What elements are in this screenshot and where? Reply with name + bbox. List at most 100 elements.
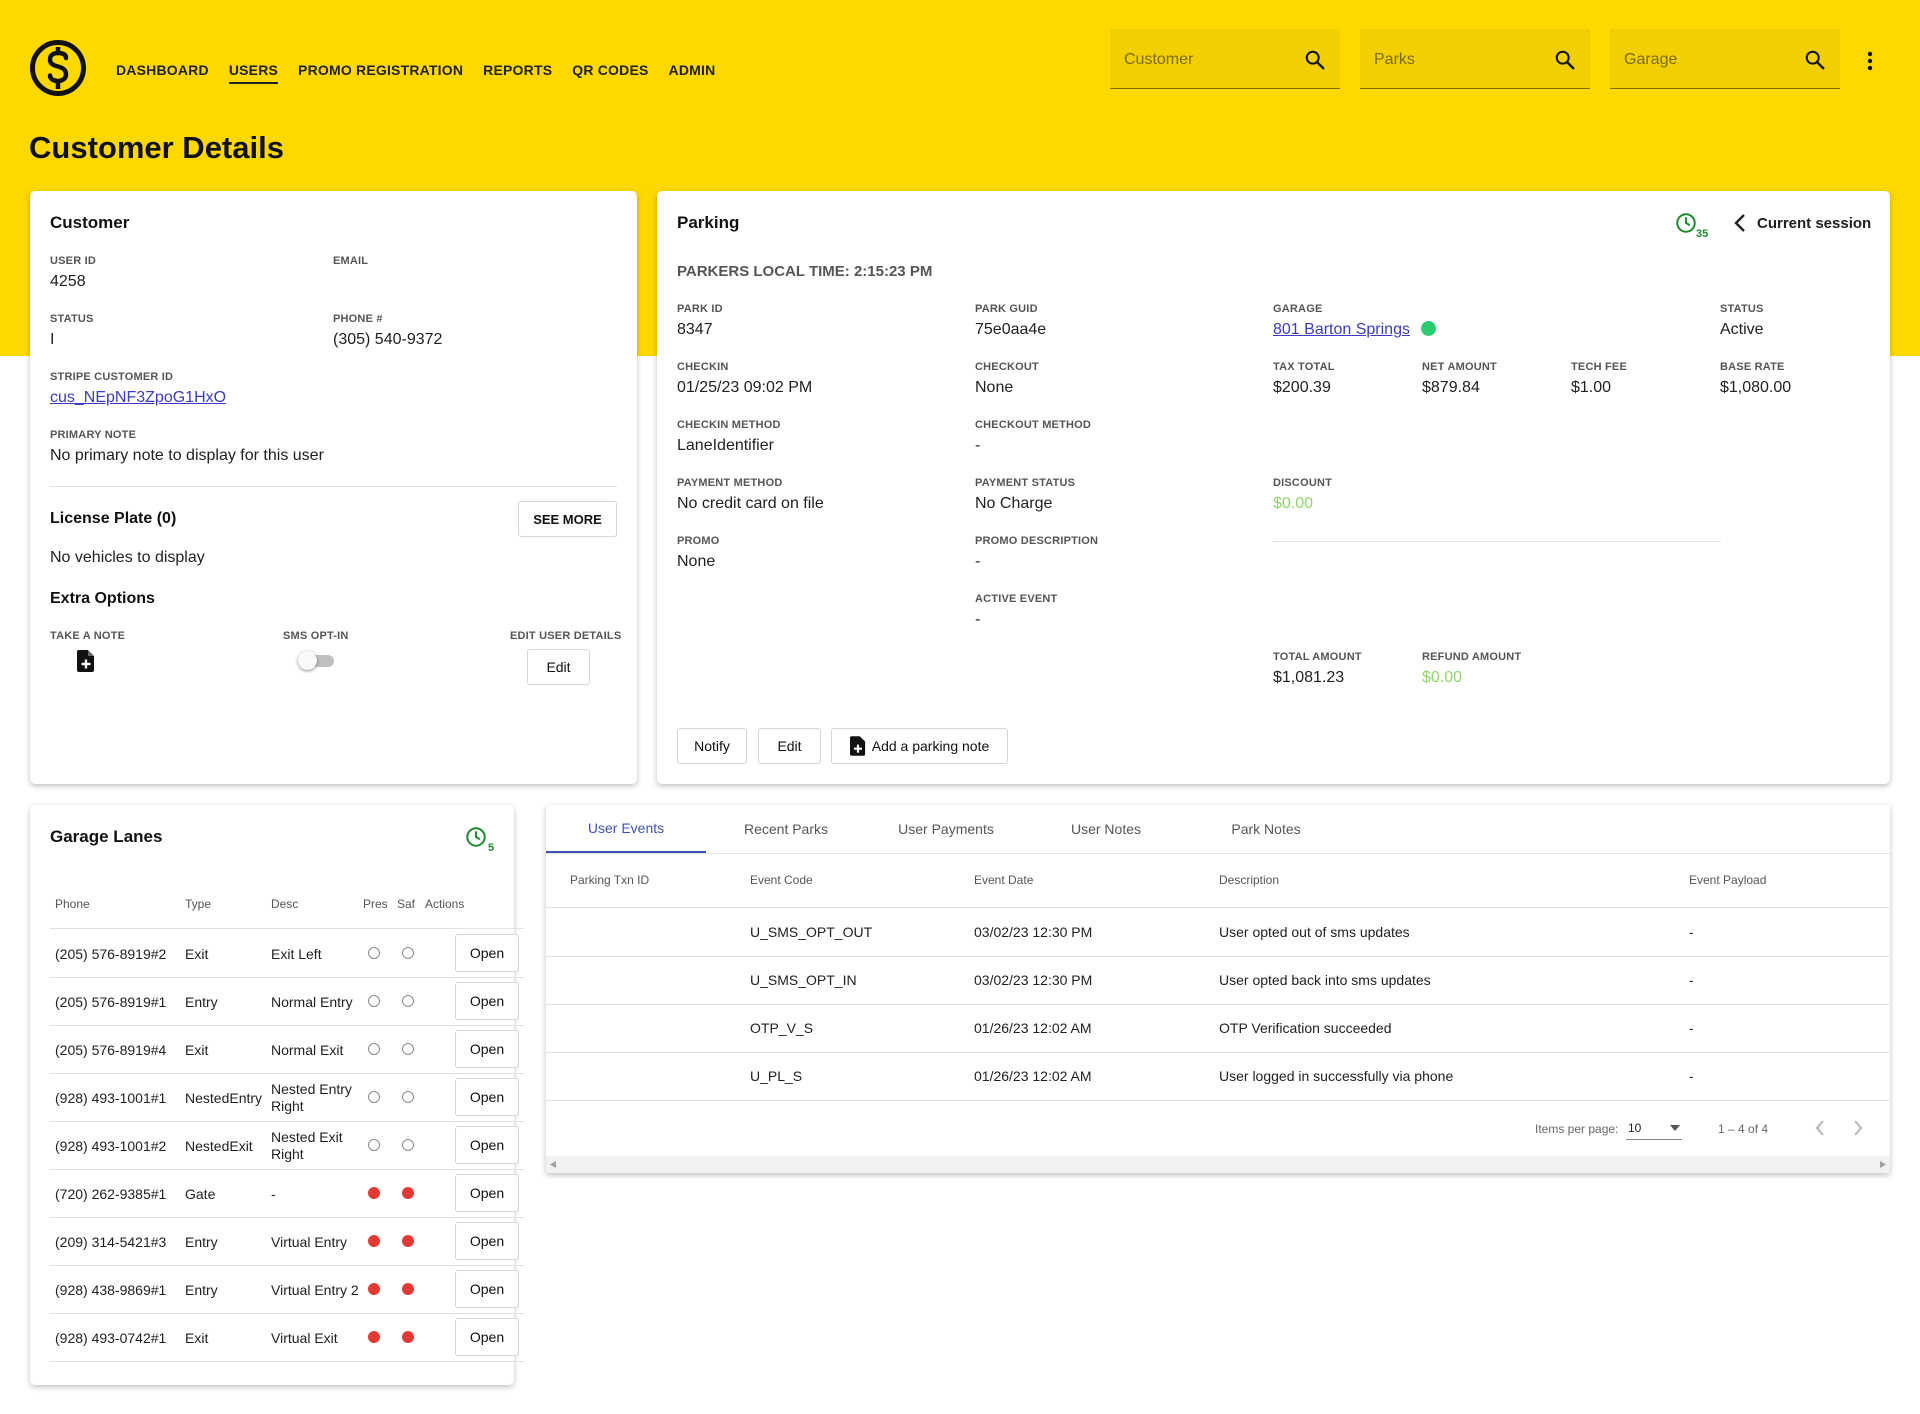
nav-item-users[interactable]: USERS [228, 62, 279, 84]
previous-page-icon[interactable] [1814, 1119, 1826, 1137]
lane-open-button[interactable]: Open [455, 934, 519, 972]
notify-button[interactable]: Notify [677, 728, 747, 764]
note-add-icon[interactable] [77, 650, 95, 672]
event-payload: - [1689, 1020, 1694, 1036]
lane-open-button[interactable]: Open [455, 1078, 519, 1116]
lane-pres-indicator [368, 1331, 380, 1343]
page-title: Customer Details [29, 130, 284, 165]
more-menu-icon[interactable] [1860, 50, 1880, 72]
parks-search-input[interactable] [1372, 47, 1546, 73]
nav-item-reports[interactable]: REPORTS [483, 62, 553, 78]
park-guid-label: PARK GUID [975, 303, 1038, 315]
park-id-label: PARK ID [677, 303, 723, 315]
event-date: 03/02/23 12:30 PM [974, 924, 1093, 940]
nav-item-dashboard[interactable]: DASHBOARD [116, 62, 209, 78]
divider [50, 486, 617, 487]
lane-pres-indicator [368, 1187, 380, 1199]
lane-open-button[interactable]: Open [455, 1126, 519, 1164]
discount-value: $0.00 [1273, 495, 1314, 512]
status-label: STATUS [50, 313, 94, 325]
lane-type: Exit [185, 1329, 209, 1346]
search-icon[interactable] [1804, 49, 1826, 71]
tab-user-notes[interactable]: User Notes [1070, 821, 1142, 837]
lane-type: Entry [185, 1233, 218, 1250]
checkout-method-label: CHECKOUT METHOD [975, 419, 1092, 431]
event-date: 01/26/23 12:02 AM [974, 1068, 1092, 1084]
see-more-button[interactable]: SEE MORE [518, 501, 617, 537]
chevron-left-icon[interactable] [1733, 213, 1747, 233]
lane-desc: Exit Left [271, 945, 322, 962]
lane-saf-indicator [402, 1187, 414, 1199]
checkout-value: None [975, 379, 1014, 396]
nav-item-promo-registration[interactable]: PROMO REGISTRATION [298, 62, 464, 78]
stripe-id-link[interactable]: cus_NEpNF3ZpoG1HxO [50, 389, 227, 406]
park-guid-value: 75e0aa4e [975, 321, 1047, 338]
parkers-local-time: PARKERS LOCAL TIME: 2:15:23 PM [677, 263, 933, 280]
lane-phone: (205) 576-8919#4 [55, 1041, 167, 1058]
total-amount-value: $1,081.23 [1273, 669, 1345, 686]
horizontal-scrollbar[interactable] [546, 1156, 1890, 1173]
event-date: 03/02/23 12:30 PM [974, 972, 1093, 988]
edit-parking-button[interactable]: Edit [758, 728, 821, 764]
tab-recent-parks[interactable]: Recent Parks [743, 821, 829, 837]
promo-label: PROMO [677, 535, 720, 547]
lane-open-button[interactable]: Open [455, 1270, 519, 1308]
nav-item-admin[interactable]: ADMIN [668, 62, 716, 78]
parking-history-count: 35 [1696, 228, 1709, 240]
lane-type: Gate [185, 1185, 216, 1202]
lane-desc: Virtual Entry 2 [271, 1281, 359, 1298]
sms-opt-in-toggle[interactable] [298, 650, 336, 670]
lanes-history-button[interactable]: 5 [465, 826, 499, 856]
garage-link[interactable]: 801 Barton Springs [1273, 321, 1410, 338]
history-icon [1676, 213, 1696, 233]
lane-saf-indicator [402, 1283, 414, 1295]
lane-pres-indicator [368, 1139, 380, 1151]
lane-open-button[interactable]: Open [455, 1030, 519, 1068]
brand-logo[interactable] [29, 39, 87, 97]
lane-open-button[interactable]: Open [455, 982, 519, 1020]
customer-search-input[interactable] [1122, 47, 1296, 73]
parking-card: Parking 35 Current session PARKERS LOCAL… [657, 191, 1890, 784]
search-icon[interactable] [1554, 49, 1576, 71]
lane-row: (928) 493-0742#1 Exit Virtual Exit Open [50, 1313, 524, 1362]
event-row: U_PL_S 01/26/23 12:02 AM User logged in su… [546, 1052, 1890, 1101]
events-header-code: Event Code [750, 873, 813, 887]
checkout-method-value: - [975, 437, 981, 454]
event-code: U_SMS_OPT_OUT [750, 924, 873, 940]
tab-park-notes[interactable]: Park Notes [1231, 821, 1301, 837]
nav-item-qr-codes[interactable]: QR CODES [572, 62, 649, 78]
tech-fee-value: $1.00 [1571, 379, 1612, 396]
lane-open-button[interactable]: Open [455, 1222, 519, 1260]
add-parking-note-button[interactable]: Add a parking note [831, 728, 1008, 764]
parking-history-button[interactable]: 35 [1675, 212, 1715, 242]
divider [50, 928, 524, 929]
lane-pres-indicator [368, 1043, 380, 1055]
lane-row: (209) 314-5421#3 Entry Virtual Entry Open [50, 1217, 524, 1266]
parking-card-title: Parking [677, 213, 740, 232]
search-icon[interactable] [1304, 49, 1326, 71]
edit-user-button[interactable]: Edit [527, 649, 590, 685]
next-page-icon[interactable] [1852, 1119, 1864, 1137]
active-event-value: - [975, 611, 981, 628]
tab-user-payments[interactable]: User Payments [898, 821, 994, 837]
divider [546, 907, 1890, 908]
take-note-label: TAKE A NOTE [50, 630, 126, 642]
lane-row: (720) 262-9385#1 Gate - Open [50, 1169, 524, 1218]
scroll-left-icon[interactable] [550, 1161, 556, 1168]
lane-open-button[interactable]: Open [455, 1174, 519, 1212]
tab-user-events[interactable]: User Events [546, 805, 706, 853]
items-per-page-select[interactable]: 10 [1626, 1115, 1682, 1140]
scroll-right-icon[interactable] [1880, 1161, 1886, 1168]
tax-total-label: TAX TOTAL [1273, 361, 1335, 373]
promo-description-value: - [975, 553, 981, 570]
checkin-value: 01/25/23 09:02 PM [677, 379, 813, 396]
net-amount-value: $879.84 [1422, 379, 1480, 396]
lane-open-button[interactable]: Open [455, 1318, 519, 1356]
lane-desc: - [271, 1185, 276, 1202]
garage-search-input[interactable] [1622, 47, 1796, 73]
add-parking-note-label: Add a parking note [871, 738, 990, 754]
pagination-range: 1 – 4 of 4 [1718, 1122, 1769, 1136]
lane-phone: (720) 262-9385#1 [55, 1185, 167, 1202]
event-row: U_SMS_OPT_IN 03/02/23 12:30 PM User opted … [546, 956, 1890, 1005]
total-amount-label: TOTAL AMOUNT [1273, 651, 1362, 663]
